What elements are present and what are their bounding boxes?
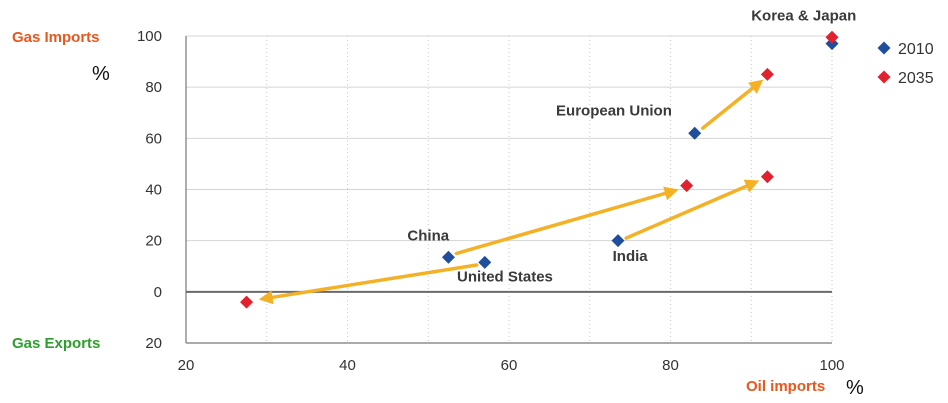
legend-marker — [877, 41, 891, 55]
gas-imports-label: Gas Imports — [12, 29, 100, 46]
arrows — [258, 79, 764, 305]
legend-label: 2010 — [898, 41, 934, 58]
y-tick-label: 20 — [145, 233, 162, 250]
point-2035 — [825, 30, 839, 44]
trend-arrow-line — [624, 184, 749, 240]
trend-arrow-head — [743, 179, 760, 193]
x-tick-label: 20 — [178, 357, 195, 374]
annotation-label: European Union — [556, 102, 672, 119]
y-tick-label: 40 — [145, 182, 162, 199]
point-2010 — [611, 234, 625, 248]
annotations: Korea & Japan European Union China United S… — [407, 8, 856, 286]
x-tick-label: 60 — [501, 357, 518, 374]
trend-arrow-head — [258, 290, 274, 305]
point-2010 — [478, 255, 492, 269]
y-tick-label: 0 — [154, 284, 162, 301]
y-tick-label: 100 — [137, 28, 162, 45]
annotation-label: Korea & Japan — [751, 8, 856, 25]
legend-label: 2035 — [898, 70, 934, 87]
data-points — [240, 30, 839, 309]
legend: 2010 2035 — [877, 41, 934, 87]
trend-arrow-head — [748, 79, 764, 94]
trend-arrow-head — [663, 186, 679, 201]
y-unit-label: % — [92, 63, 110, 85]
annotation-label: India — [613, 248, 649, 265]
y-tick-label: 80 — [145, 79, 162, 96]
x-tick-label: 80 — [662, 357, 679, 374]
annotation-label: United States — [457, 269, 553, 286]
y-tick-label: 20 — [145, 335, 162, 352]
point-2010 — [688, 126, 702, 140]
point-2035 — [760, 67, 774, 81]
point-2035 — [680, 179, 694, 193]
gas-exports-label: Gas Exports — [12, 335, 100, 352]
annotation-label: China — [407, 228, 449, 245]
point-2035 — [760, 170, 774, 184]
axis-labels: Gas Imports % Gas Exports Oil imports % — [12, 29, 864, 399]
trend-arrow-line — [270, 263, 479, 300]
trend-arrow-line — [701, 86, 755, 130]
oil-imports-label: Oil imports — [746, 378, 825, 395]
point-2010 — [441, 250, 455, 264]
trend-arrow-line — [454, 191, 667, 256]
x-unit-label: % — [846, 377, 864, 399]
point-2035 — [240, 295, 254, 309]
x-tick-label: 100 — [819, 357, 844, 374]
y-tick-label: 60 — [145, 130, 162, 147]
axes: 20 40 60 80 100 100 80 60 40 20 0 20 — [137, 28, 845, 374]
x-tick-label: 40 — [339, 357, 356, 374]
legend-marker — [877, 70, 891, 84]
